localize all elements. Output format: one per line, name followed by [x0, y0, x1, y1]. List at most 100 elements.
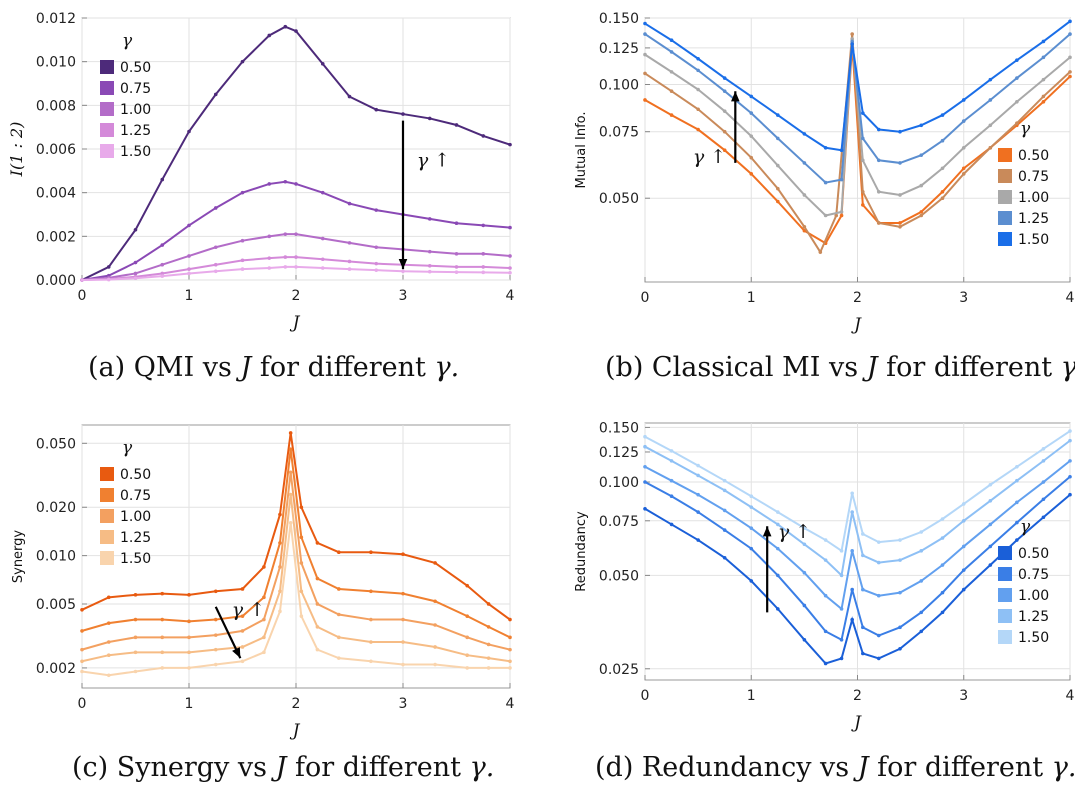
legend-label: 1.25 [1018, 211, 1049, 227]
y-tick-label: 0.020 [36, 500, 76, 516]
data-point [369, 550, 373, 555]
data-point [106, 673, 111, 678]
data-point [898, 193, 902, 197]
data-point [299, 589, 304, 594]
y-tick-label: 0.010 [36, 549, 76, 565]
legend-label: 0.50 [120, 467, 151, 483]
data-point [278, 609, 282, 614]
legend-swatch [100, 144, 114, 158]
data-point [823, 558, 828, 562]
caption-a: (a) QMI vs J for different γ. [88, 352, 460, 383]
data-point [839, 148, 844, 153]
data-point [749, 505, 754, 509]
data-point [299, 614, 304, 618]
x-tick-label: 2 [853, 290, 862, 306]
x-tick-label: 0 [78, 696, 87, 712]
data-point [80, 647, 84, 652]
data-point [106, 277, 111, 282]
data-point [669, 494, 674, 499]
data-point [133, 617, 138, 622]
data-point [337, 656, 341, 660]
classical-mi-chart-panel: 0 1 2 3 4 0.050 0.075 0.100 0.125 0.150 J Mutual In… [545, 0, 1075, 340]
data-point [861, 553, 865, 558]
data-point [850, 42, 854, 46]
data-point [80, 669, 84, 674]
data-point [213, 647, 218, 652]
annotation-arrow-head [731, 91, 740, 102]
data-point [643, 480, 647, 484]
data-point [486, 666, 491, 670]
data-point [722, 488, 727, 493]
y-tick-label: 0.004 [36, 186, 76, 202]
data-point [988, 544, 993, 549]
data-point [643, 32, 647, 36]
data-point [696, 463, 700, 468]
data-point [481, 223, 486, 228]
data-point [940, 189, 945, 194]
data-point [106, 621, 111, 625]
y-tick-label: 0.010 [36, 55, 76, 71]
data-point [839, 656, 844, 661]
data-point [278, 512, 282, 517]
x-tick-label: 3 [399, 696, 408, 712]
data-point [722, 129, 727, 134]
data-point [187, 593, 191, 597]
legend-swatch [100, 551, 114, 565]
data-point [876, 189, 881, 194]
series-line [644, 38, 1071, 217]
data-point [722, 528, 727, 532]
data-point [961, 172, 966, 176]
data-point [876, 560, 881, 565]
annotation-label: γ ↑ [232, 599, 265, 621]
data-point [401, 552, 405, 557]
data-point [347, 94, 352, 99]
data-point [749, 494, 754, 499]
y-tick-label: 0.125 [599, 445, 639, 461]
y-tick-label: 0.006 [36, 142, 76, 158]
data-point [1041, 55, 1046, 60]
data-point [427, 269, 432, 274]
data-point [347, 259, 352, 264]
data-point [850, 39, 854, 44]
data-point [374, 107, 379, 112]
x-tick-label: 3 [959, 688, 968, 704]
data-point [508, 270, 512, 275]
data-point [401, 640, 405, 644]
data-point [861, 136, 865, 141]
y-tick-label: 0.050 [36, 436, 76, 452]
y-axis-label: Mutual Info. [574, 111, 589, 188]
data-point [696, 87, 700, 92]
data-point [919, 579, 924, 583]
data-point [898, 646, 902, 651]
data-point [187, 635, 191, 640]
data-point [961, 568, 966, 572]
data-point [133, 271, 138, 276]
data-point [465, 653, 470, 658]
series-line [644, 20, 1071, 152]
data-point [749, 111, 754, 115]
data-point [722, 76, 727, 80]
data-point [465, 614, 470, 618]
data-point [850, 617, 854, 622]
data-point [749, 526, 754, 530]
data-point [802, 225, 807, 229]
data-point [337, 635, 341, 640]
data-point [669, 113, 674, 117]
legend-swatch [998, 588, 1012, 602]
legend-swatch [998, 169, 1012, 183]
data-point [669, 38, 674, 43]
data-point [369, 617, 373, 622]
legend-label: 0.50 [1018, 546, 1049, 562]
data-point [961, 544, 966, 549]
data-point [839, 637, 844, 642]
data-point [749, 94, 754, 99]
data-point [919, 210, 924, 214]
data-point [876, 593, 881, 598]
data-point [240, 587, 245, 591]
data-point [861, 625, 865, 630]
data-point [508, 142, 512, 147]
x-axis-label: J [851, 315, 862, 335]
legend-title: γ [122, 438, 133, 458]
data-point [876, 127, 881, 132]
y-tick-label: 0.075 [599, 514, 639, 530]
